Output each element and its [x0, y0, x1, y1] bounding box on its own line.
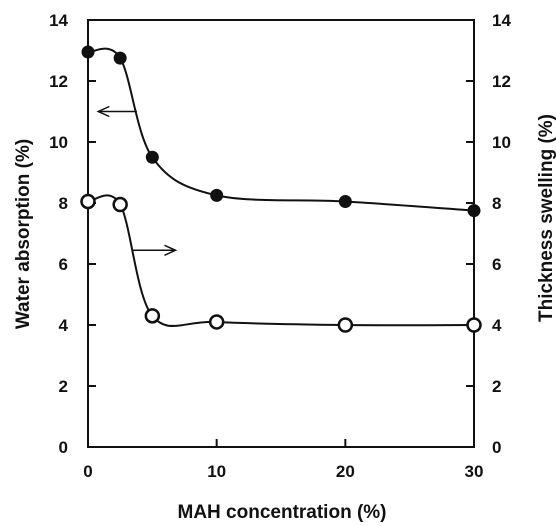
- series-markers: [80, 45, 482, 333]
- y2-tick-label: 14: [492, 11, 511, 30]
- series-1-line: [87, 47, 475, 212]
- left-y-axis-label: Water absorption (%): [13, 139, 34, 329]
- filled-circle-marker: [145, 150, 159, 164]
- x-tick-label: 0: [83, 462, 92, 481]
- y-tick-label: 0: [59, 438, 68, 457]
- filled-circle-marker: [210, 188, 224, 202]
- y-tick-label: 8: [59, 194, 68, 213]
- annotation-arrows: [96, 105, 178, 256]
- series-2-line: [87, 194, 475, 327]
- y2-tick-label: 0: [492, 438, 501, 457]
- x-axis-label: MAH concentration (%): [178, 502, 387, 523]
- y-tick-label: 6: [59, 255, 68, 274]
- open-circle-marker: [208, 314, 225, 330]
- series-curves: [87, 47, 475, 327]
- y2-tick-label: 10: [492, 133, 511, 152]
- arrow-right-head: [164, 244, 178, 256]
- filled-circle-marker: [338, 194, 352, 208]
- open-circle-marker: [337, 317, 354, 333]
- y-tick-label: 4: [59, 316, 69, 335]
- right-y-axis-label: Thickness swelling (%): [536, 114, 556, 322]
- y-tick-label: 14: [49, 11, 68, 30]
- y2-tick-label: 12: [492, 72, 511, 91]
- x-tick-label: 30: [465, 462, 484, 481]
- y2-tick-label: 6: [492, 255, 501, 274]
- x-tick-label: 20: [336, 462, 355, 481]
- arrow-left-head: [96, 105, 110, 118]
- y-tick-label: 10: [49, 133, 68, 152]
- axis-ticks: 0 10 20 30 0 2 4 6 8 10 12 14 0 2 4 6 8 10 12 14: [49, 11, 511, 481]
- y2-tick-label: 2: [492, 377, 501, 396]
- open-circle-marker: [466, 317, 482, 333]
- filled-circle-marker: [81, 45, 95, 59]
- y2-tick-label: 4: [492, 316, 502, 335]
- filled-circle-marker: [467, 204, 481, 218]
- y-tick-label: 2: [59, 377, 68, 396]
- plot-frame: [87, 19, 475, 448]
- y2-tick-label: 8: [492, 194, 501, 213]
- filled-circle-marker: [113, 51, 127, 65]
- x-tick-label: 10: [207, 462, 226, 481]
- open-circle-marker: [144, 308, 161, 324]
- open-circle-marker: [112, 196, 128, 213]
- y-tick-label: 12: [49, 72, 68, 91]
- open-circle-marker: [80, 193, 96, 210]
